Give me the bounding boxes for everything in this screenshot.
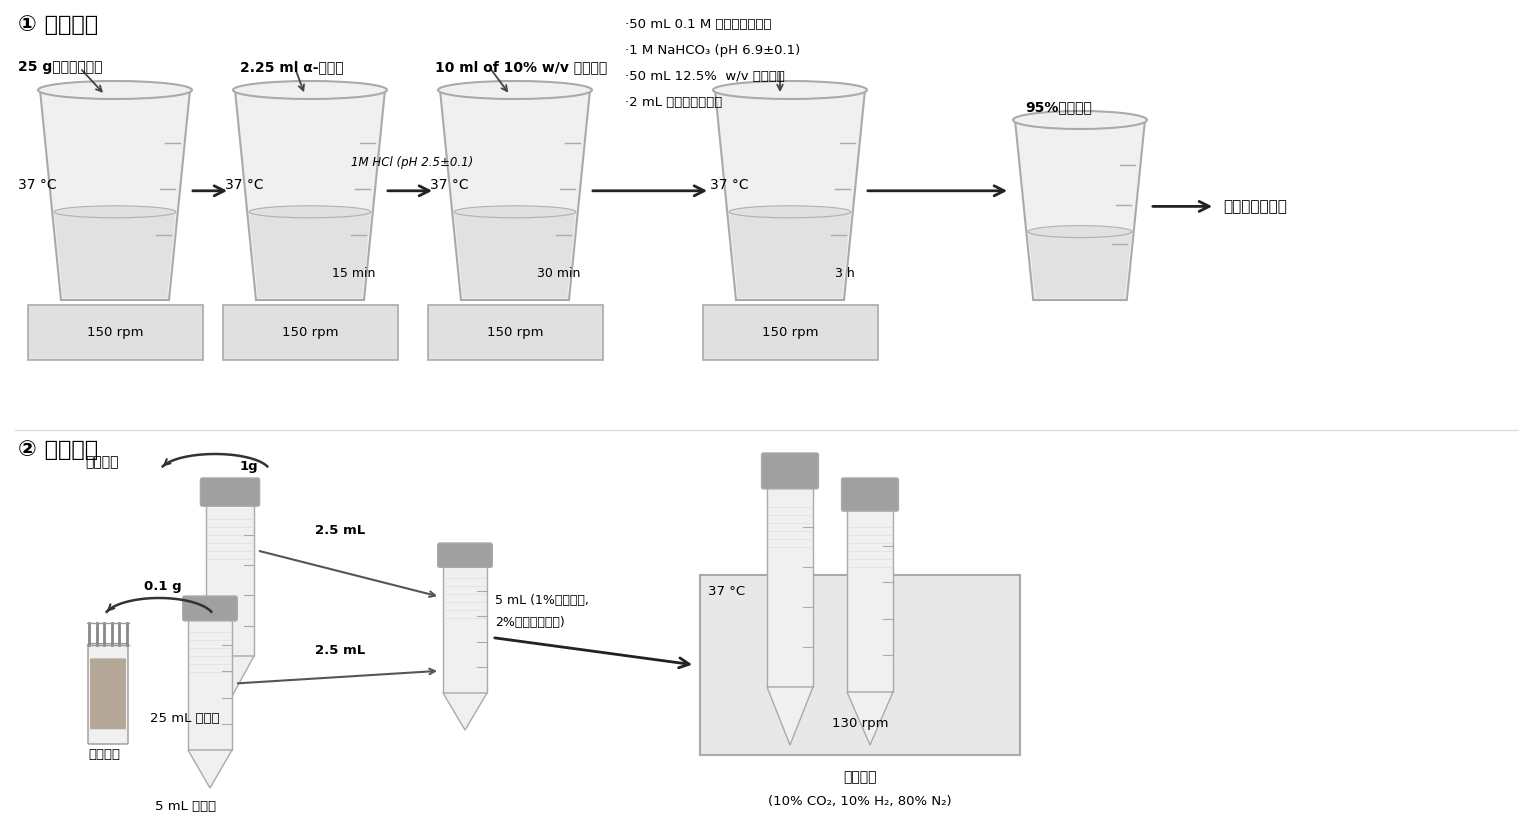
FancyBboxPatch shape [761,453,818,489]
Text: 15 min: 15 min [331,267,375,280]
Polygon shape [768,687,813,745]
Ellipse shape [453,206,576,217]
Polygon shape [54,212,176,298]
Ellipse shape [438,81,591,99]
Polygon shape [847,692,893,745]
Text: 5 mL 培养基: 5 mL 培养基 [155,800,216,813]
Text: 37 °C: 37 °C [430,177,469,192]
FancyBboxPatch shape [90,658,126,729]
Bar [700,575,1020,755]
Ellipse shape [1028,226,1132,237]
Bar [222,305,397,360]
Text: 2%发酵底物浓度): 2%发酵底物浓度) [495,616,565,629]
Ellipse shape [250,206,371,217]
Text: 37 °C: 37 °C [708,585,745,598]
Text: 2.25 ml α-淀粉酶: 2.25 ml α-淀粉酶 [241,60,343,74]
Text: 150 rpm: 150 rpm [87,326,144,339]
Ellipse shape [729,206,850,217]
Text: 10 ml of 10% w/v 胃蛋白酶: 10 ml of 10% w/v 胃蛋白酶 [435,60,607,74]
Text: 25 g阿拉伯木聚糖: 25 g阿拉伯木聚糖 [18,60,103,74]
Polygon shape [1028,232,1132,298]
Text: ② 体外发酵: ② 体外发酵 [18,440,98,460]
Polygon shape [250,212,371,298]
FancyBboxPatch shape [841,478,898,511]
Polygon shape [453,212,576,298]
Bar [188,619,231,750]
Polygon shape [443,693,487,730]
FancyBboxPatch shape [438,543,492,567]
Bar [28,305,202,360]
Bar [443,566,487,693]
FancyBboxPatch shape [182,596,237,621]
Text: 95%乙醇沉淀: 95%乙醇沉淀 [1025,100,1092,114]
Text: 发酵底物: 发酵底物 [84,455,118,469]
Bar [427,305,602,360]
Text: ·1 M NaHCO₃ (pH 6.9±0.1): ·1 M NaHCO₃ (pH 6.9±0.1) [625,44,800,57]
Bar [703,305,878,360]
Text: 150 rpm: 150 rpm [487,326,544,339]
Text: 37 °C: 37 °C [225,177,264,192]
Text: 透析后冷冻干燥: 透析后冷冻干燥 [1223,199,1287,214]
Polygon shape [205,656,254,700]
Polygon shape [1016,120,1144,300]
Polygon shape [188,750,231,788]
Text: 5 mL (1%粪菌浓度,: 5 mL (1%粪菌浓度, [495,594,588,607]
Bar [847,509,893,692]
Text: 1g: 1g [241,460,259,473]
Polygon shape [715,90,866,300]
FancyBboxPatch shape [201,478,259,506]
Text: 3 h: 3 h [835,267,855,280]
Ellipse shape [233,81,388,99]
Text: ① 体外消化: ① 体外消化 [18,15,98,35]
Text: (10% CO₂, 10% H₂, 80% N₂): (10% CO₂, 10% H₂, 80% N₂) [768,795,951,808]
Text: 150 rpm: 150 rpm [282,326,339,339]
Text: 130 rpm: 130 rpm [832,717,889,730]
Bar [205,504,254,656]
Polygon shape [234,90,385,300]
Polygon shape [729,212,850,298]
Text: 37 °C: 37 °C [709,177,749,192]
Text: 2.5 mL: 2.5 mL [316,523,365,536]
Text: 2.5 mL: 2.5 mL [316,644,365,656]
Text: 0.1 g: 0.1 g [144,580,182,593]
Ellipse shape [54,206,176,217]
Polygon shape [440,90,590,300]
FancyBboxPatch shape [87,644,129,744]
Text: 粪便样本: 粪便样本 [87,748,119,761]
Text: ·50 mL 0.1 M 马来酸钠缓冲液: ·50 mL 0.1 M 马来酸钠缓冲液 [625,18,772,31]
Text: 30 min: 30 min [536,267,581,280]
Ellipse shape [1013,111,1147,129]
Text: ·50 mL 12.5%  w/v 胰蛋白酶: ·50 mL 12.5% w/v 胰蛋白酶 [625,70,784,83]
Text: 25 mL 培养基: 25 mL 培养基 [150,712,219,725]
Text: 厌氧环境: 厌氧环境 [843,770,876,784]
Text: 37 °C: 37 °C [18,177,57,192]
Text: 150 rpm: 150 rpm [761,326,818,339]
Bar [768,487,813,687]
Text: ·2 mL 淀粉葡萄糖苷酶: ·2 mL 淀粉葡萄糖苷酶 [625,96,722,109]
Polygon shape [40,90,190,300]
Ellipse shape [712,81,867,99]
Text: 1M HCl (pH 2.5±0.1): 1M HCl (pH 2.5±0.1) [351,156,473,169]
Ellipse shape [38,81,192,99]
